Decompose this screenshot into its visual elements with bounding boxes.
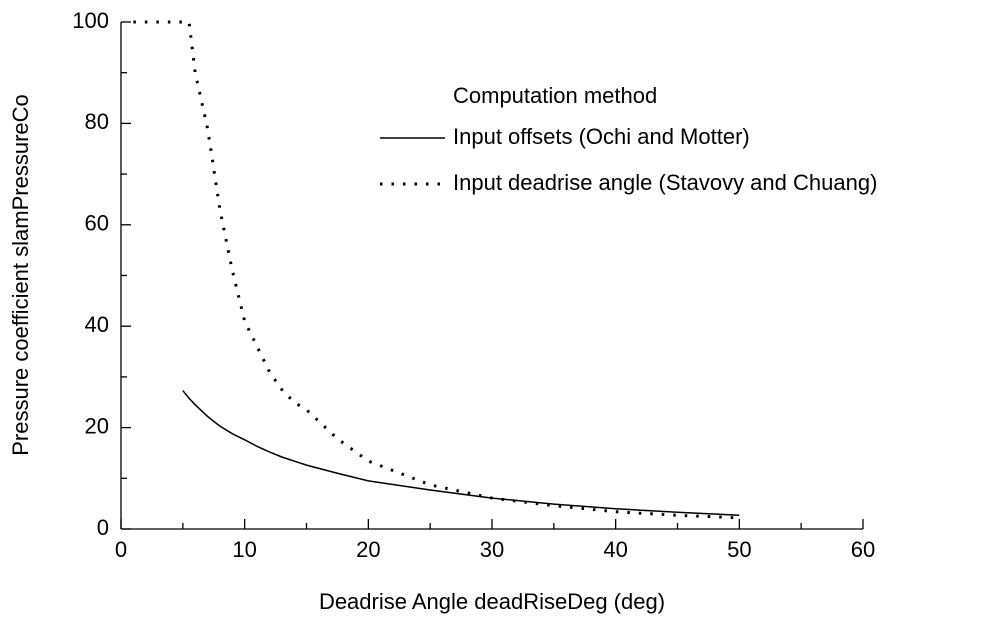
legend-label: Input deadrise angle (Stavovy and Chuang… — [453, 170, 877, 195]
series-line — [182, 390, 740, 517]
y-tick-label: 0 — [97, 515, 109, 540]
y-tick-label: 20 — [85, 413, 109, 438]
x-tick-label: 20 — [356, 537, 380, 562]
y-tick-label: 60 — [85, 211, 109, 236]
x-tick-label: 10 — [232, 537, 256, 562]
y-tick-label: 100 — [72, 8, 109, 33]
x-tick-label: 60 — [851, 537, 875, 562]
x-axis-label: Deadrise Angle deadRiseDeg (deg) — [319, 589, 665, 614]
x-tick-label: 0 — [115, 537, 127, 562]
y-axis-label: Pressure coefficient slamPressureCo — [8, 94, 33, 456]
x-tick-label: 50 — [727, 537, 751, 562]
y-tick-label: 40 — [85, 312, 109, 337]
y-tick-label: 80 — [85, 109, 109, 134]
x-tick-label: 40 — [603, 537, 627, 562]
series-line — [133, 20, 740, 520]
x-tick-label: 30 — [480, 537, 504, 562]
legend-label: Input offsets (Ochi and Motter) — [453, 124, 750, 149]
legend-title: Computation method — [453, 83, 657, 108]
